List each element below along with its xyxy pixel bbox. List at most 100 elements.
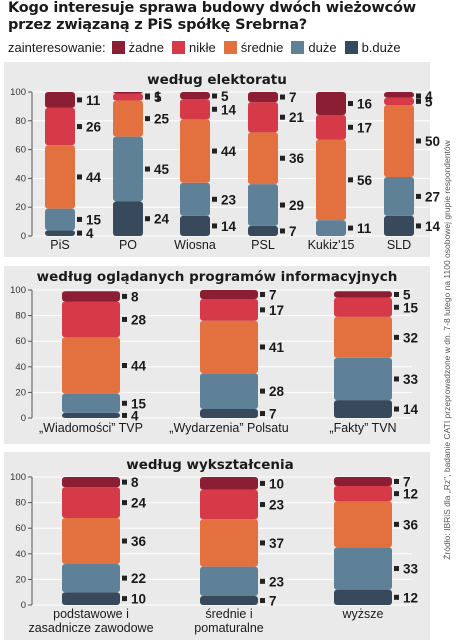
data-label: 23 [269, 574, 285, 589]
data-label: 27 [425, 189, 440, 204]
bar-segment [62, 564, 120, 593]
data-label-marker [260, 598, 265, 604]
data-label: 7 [269, 407, 277, 422]
y-tick-label: 100 [10, 87, 26, 98]
data-label-marker [122, 400, 127, 406]
data-label: 8 [131, 475, 139, 490]
data-label-marker [416, 193, 421, 199]
data-label-marker [416, 93, 421, 99]
legend-item-srednie: średnie [223, 40, 283, 55]
bar-segment [200, 298, 258, 321]
bar-segment [180, 119, 210, 183]
data-label: 5 [425, 94, 433, 109]
bar-segment [180, 99, 210, 120]
bar-segment [113, 201, 143, 236]
data-label-marker [122, 479, 127, 485]
bar-segment [384, 215, 414, 236]
data-label: 12 [403, 487, 418, 502]
data-label-marker [260, 480, 265, 486]
bar-segment [180, 215, 210, 236]
bar-segment [200, 566, 258, 597]
data-label: 16 [357, 97, 373, 112]
category-label: Wiosna [174, 238, 216, 252]
y-tick-label: 20 [15, 574, 26, 585]
bar-segment [113, 100, 143, 137]
legend-item-duze: duże [291, 40, 337, 55]
y-tick-label: 60 [15, 145, 26, 156]
bar-segment [62, 517, 120, 565]
bar-segment [248, 184, 278, 226]
data-label-marker [394, 566, 399, 572]
legend: zainteresowanie: żadne nikłe średnie duż… [8, 38, 409, 56]
data-label-marker [348, 124, 353, 130]
category-label: wyższe [342, 607, 384, 621]
category-label: średnie i [205, 607, 252, 621]
data-label-marker [122, 575, 127, 581]
data-label-marker [280, 228, 285, 234]
data-label: 24 [131, 496, 147, 511]
data-label-marker [260, 388, 265, 394]
data-label: 7 [403, 474, 411, 489]
bar-segment [113, 136, 143, 202]
y-tick-label: 60 [15, 523, 26, 534]
data-label-marker [122, 596, 127, 602]
data-label: 1 [154, 89, 162, 104]
bar-segment [180, 92, 210, 100]
data-label-marker [348, 177, 353, 183]
data-label: 28 [131, 312, 147, 327]
data-label: 26 [86, 120, 102, 135]
data-label: 23 [269, 498, 285, 513]
data-label: 11 [86, 93, 101, 108]
bar-segment [384, 92, 414, 98]
data-label-marker [260, 411, 265, 417]
data-label-marker [280, 202, 285, 208]
bar-segment [316, 92, 346, 116]
y-tick-label: 0 [21, 231, 26, 242]
data-label: 44 [221, 144, 237, 159]
data-label-marker [394, 291, 399, 297]
bar-segment [334, 477, 392, 486]
data-label: 14 [221, 219, 237, 234]
data-label: 44 [86, 170, 102, 185]
category-label: „Wiadomości” TVP [39, 421, 143, 435]
panel-title: według elektoratu [147, 72, 287, 88]
legend-label: żadne [128, 39, 164, 55]
legend-swatch [344, 40, 358, 54]
data-label: 36 [131, 534, 147, 549]
data-label: 10 [131, 592, 146, 607]
legend-swatch [291, 40, 305, 54]
bar-segment [200, 290, 258, 299]
data-label: 45 [154, 162, 170, 177]
y-tick-label: 20 [15, 387, 26, 398]
bar-segment [248, 132, 278, 185]
bar-segment [62, 301, 120, 338]
data-label: 7 [289, 90, 297, 105]
data-label-marker [280, 155, 285, 161]
data-label: 5 [221, 89, 229, 104]
bar-segment [200, 409, 258, 418]
data-label-marker [348, 101, 353, 107]
data-label: 36 [403, 517, 419, 532]
bar-segment [316, 115, 346, 140]
bar-segment [334, 297, 392, 317]
data-label: 44 [131, 359, 147, 374]
data-label-marker [212, 148, 217, 154]
data-label: 50 [425, 134, 440, 149]
data-label-marker [260, 344, 265, 350]
bar-segment [45, 92, 75, 108]
bar-segment [334, 485, 392, 502]
data-label-marker [122, 412, 127, 418]
data-label-marker [122, 500, 127, 506]
category-label: zasadnicze zawodowe [28, 621, 153, 635]
data-label: 22 [131, 571, 146, 586]
category-label: PO [119, 238, 137, 252]
y-tick-label: 0 [21, 600, 26, 611]
data-label-marker [394, 334, 399, 340]
data-label-marker [212, 106, 217, 112]
bar-segment [334, 501, 392, 548]
data-label-marker [212, 93, 217, 99]
bar-segment [334, 291, 392, 298]
data-label: 4 [86, 226, 94, 241]
bar-segment [248, 92, 278, 103]
